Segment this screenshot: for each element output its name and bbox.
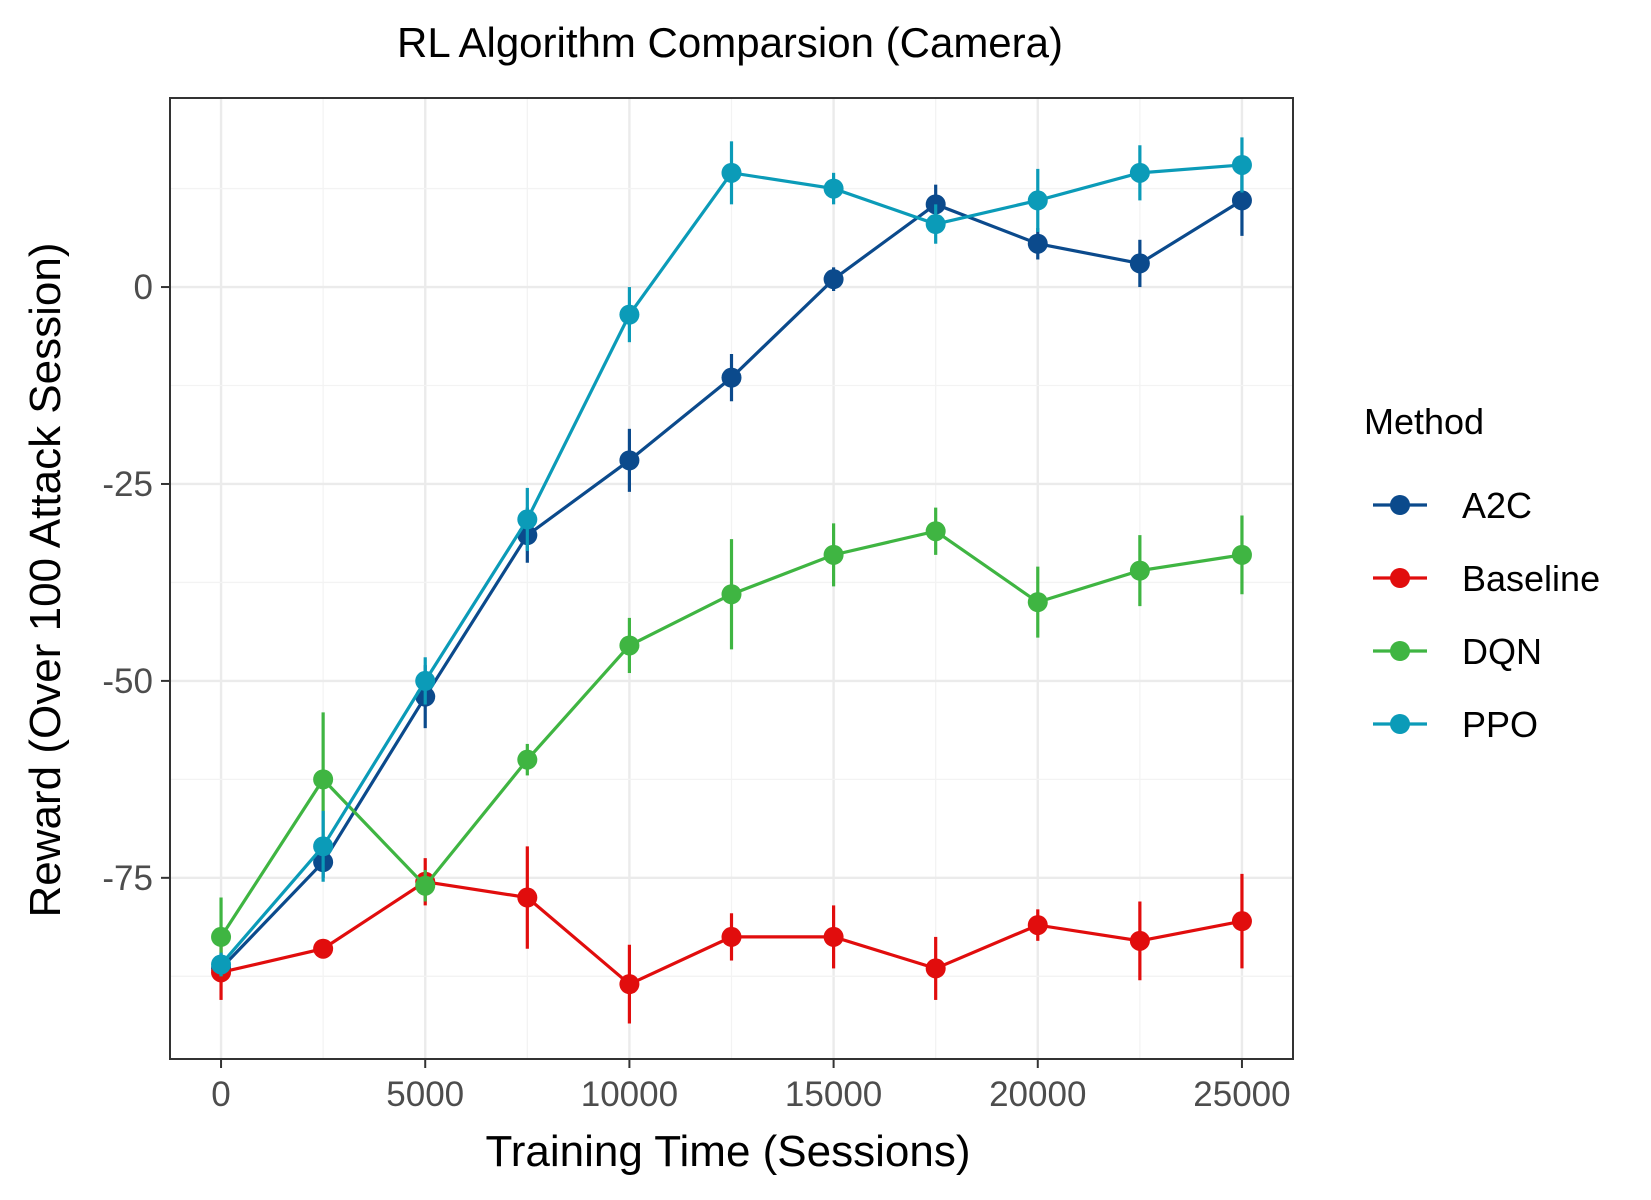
chart-title: RL Algorithm Comparsion (Camera) — [397, 19, 1063, 66]
legend-label: Baseline — [1462, 558, 1600, 599]
data-point — [313, 836, 334, 857]
y-axis-title: Reward (Over 100 Attack Session) — [21, 243, 70, 918]
x-tick-label: 5000 — [386, 1075, 464, 1114]
data-point — [925, 958, 946, 979]
data-point — [1231, 190, 1252, 211]
data-point — [1027, 915, 1048, 936]
y-tick-label: -25 — [102, 465, 153, 504]
data-point — [823, 178, 844, 199]
data-point — [1027, 233, 1048, 254]
legend-label: A2C — [1462, 485, 1532, 526]
data-point — [415, 670, 436, 691]
x-tick-label: 0 — [211, 1075, 230, 1114]
data-point — [211, 926, 232, 947]
data-point — [415, 875, 436, 896]
x-tick-label: 15000 — [785, 1075, 882, 1114]
data-point — [721, 926, 742, 947]
data-point — [517, 887, 538, 908]
data-point — [1129, 560, 1150, 581]
data-point — [619, 450, 640, 471]
legend-label: PPO — [1462, 704, 1538, 745]
legend-key-point — [1390, 568, 1410, 588]
data-point — [619, 635, 640, 656]
data-point — [823, 926, 844, 947]
data-point — [925, 521, 946, 542]
axes: 0 5000 10000 15000 20000 25000 0 -25 -50 -75 — [102, 268, 1290, 1114]
data-point — [1231, 154, 1252, 175]
series-dqn — [211, 507, 1252, 977]
x-axis-title: Training Time (Sessions) — [486, 1127, 971, 1176]
legend-label: DQN — [1462, 631, 1542, 672]
data-point — [1129, 162, 1150, 183]
data-point — [1231, 911, 1252, 932]
data-point — [1129, 253, 1150, 274]
legend-key-point — [1390, 714, 1410, 734]
legend-item-a2c: A2C — [1373, 485, 1532, 526]
series-baseline — [211, 846, 1252, 1024]
data-point — [721, 162, 742, 183]
data-point — [211, 954, 232, 975]
data-point — [823, 269, 844, 290]
data-point — [1129, 930, 1150, 951]
series-ppo — [211, 137, 1252, 977]
data-point — [1027, 592, 1048, 613]
data-point — [619, 304, 640, 325]
y-tick-label: 0 — [134, 268, 153, 307]
legend-title: Method — [1364, 401, 1484, 442]
data-point — [619, 974, 640, 995]
data-point — [313, 769, 334, 790]
series-group — [211, 137, 1252, 1024]
x-tick-label: 25000 — [1193, 1075, 1290, 1114]
legend: Method A2C Baseline DQN PPO — [1364, 401, 1600, 745]
data-point — [1027, 190, 1048, 211]
x-tick-label: 10000 — [581, 1075, 678, 1114]
legend-item-dqn: DQN — [1373, 631, 1542, 672]
legend-item-baseline: Baseline — [1373, 558, 1600, 599]
data-point — [721, 367, 742, 388]
plot-panel-border — [169, 97, 1294, 1060]
data-point — [313, 938, 334, 959]
y-tick-label: -75 — [102, 859, 153, 898]
y-tick-label: -50 — [102, 662, 153, 701]
data-point — [517, 749, 538, 770]
data-point — [517, 509, 538, 530]
legend-item-ppo: PPO — [1373, 704, 1538, 745]
data-point — [925, 214, 946, 235]
legend-key-point — [1390, 641, 1410, 661]
x-tick-label: 20000 — [989, 1075, 1086, 1114]
data-point — [721, 584, 742, 605]
data-point — [1231, 544, 1252, 565]
data-point — [823, 544, 844, 565]
legend-key-point — [1390, 495, 1410, 515]
